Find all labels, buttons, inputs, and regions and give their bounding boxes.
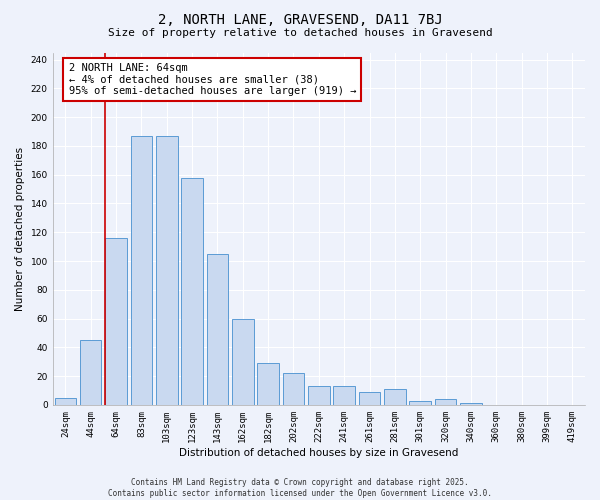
Bar: [105, 238, 127, 405]
Bar: [257, 363, 279, 405]
Bar: [181, 178, 203, 405]
Bar: [308, 386, 329, 405]
Text: Size of property relative to detached houses in Gravesend: Size of property relative to detached ho…: [107, 28, 493, 38]
Bar: [435, 399, 457, 405]
Text: 2, NORTH LANE, GRAVESEND, DA11 7BJ: 2, NORTH LANE, GRAVESEND, DA11 7BJ: [158, 12, 442, 26]
Text: Contains HM Land Registry data © Crown copyright and database right 2025.
Contai: Contains HM Land Registry data © Crown c…: [108, 478, 492, 498]
Bar: [359, 392, 380, 405]
Bar: [384, 389, 406, 405]
Bar: [55, 398, 76, 405]
Bar: [334, 386, 355, 405]
Bar: [283, 373, 304, 405]
Bar: [80, 340, 101, 405]
Bar: [156, 136, 178, 405]
Bar: [232, 318, 254, 405]
Text: 2 NORTH LANE: 64sqm
← 4% of detached houses are smaller (38)
95% of semi-detache: 2 NORTH LANE: 64sqm ← 4% of detached hou…: [68, 63, 356, 96]
Y-axis label: Number of detached properties: Number of detached properties: [15, 146, 25, 310]
Bar: [409, 400, 431, 405]
X-axis label: Distribution of detached houses by size in Gravesend: Distribution of detached houses by size …: [179, 448, 458, 458]
Bar: [131, 136, 152, 405]
Bar: [460, 404, 482, 405]
Bar: [206, 254, 228, 405]
